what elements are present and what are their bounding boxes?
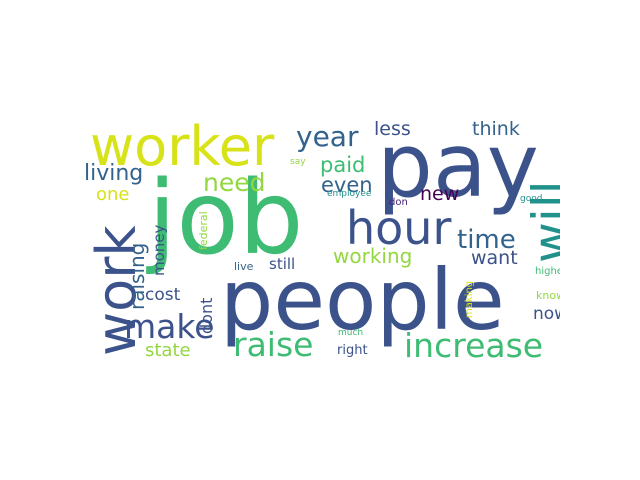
word-increase: increase bbox=[404, 326, 544, 360]
word-job: job bbox=[148, 159, 304, 278]
word-raise: raise bbox=[233, 325, 314, 360]
word-say: say bbox=[290, 157, 306, 167]
word-people: people bbox=[220, 251, 505, 349]
word-worker: worker bbox=[90, 120, 275, 178]
word-dont: dont bbox=[197, 297, 216, 334]
word-hour: hour bbox=[346, 201, 452, 255]
word-good: good bbox=[520, 194, 543, 204]
word-make: make bbox=[124, 307, 215, 346]
word-higher: higher bbox=[535, 266, 560, 277]
word-federal: federal bbox=[197, 211, 210, 250]
word-right: right bbox=[337, 343, 368, 358]
word-pay: pay bbox=[377, 120, 539, 217]
word-raising: raising bbox=[125, 242, 149, 310]
word-think: think bbox=[472, 120, 520, 140]
word-still: still bbox=[269, 255, 296, 273]
word-now: now bbox=[533, 304, 560, 324]
word-new: new bbox=[420, 183, 460, 205]
word-don: don bbox=[389, 197, 408, 208]
word-making: making bbox=[464, 280, 475, 318]
word-much: much bbox=[338, 328, 364, 338]
word-even: even bbox=[321, 173, 373, 197]
word-cost: cost bbox=[145, 285, 181, 305]
word-will: will bbox=[522, 180, 560, 263]
word-state: state bbox=[145, 340, 191, 360]
word-living: living bbox=[84, 161, 144, 186]
word-live: live bbox=[234, 260, 254, 273]
word-need: need bbox=[203, 168, 266, 197]
word-year: year bbox=[296, 120, 359, 153]
word-paid: paid bbox=[320, 153, 366, 177]
word-want: want bbox=[471, 247, 518, 269]
word-cloud: job people pay worker hour increase rais… bbox=[80, 120, 560, 360]
word-working: working bbox=[333, 244, 413, 268]
word-money: money bbox=[150, 224, 168, 276]
word-one: one bbox=[96, 184, 130, 205]
word-time: time bbox=[457, 225, 516, 255]
word-less: less bbox=[374, 120, 411, 140]
word-employee: employee bbox=[327, 189, 372, 199]
word-know: know bbox=[536, 289, 560, 302]
